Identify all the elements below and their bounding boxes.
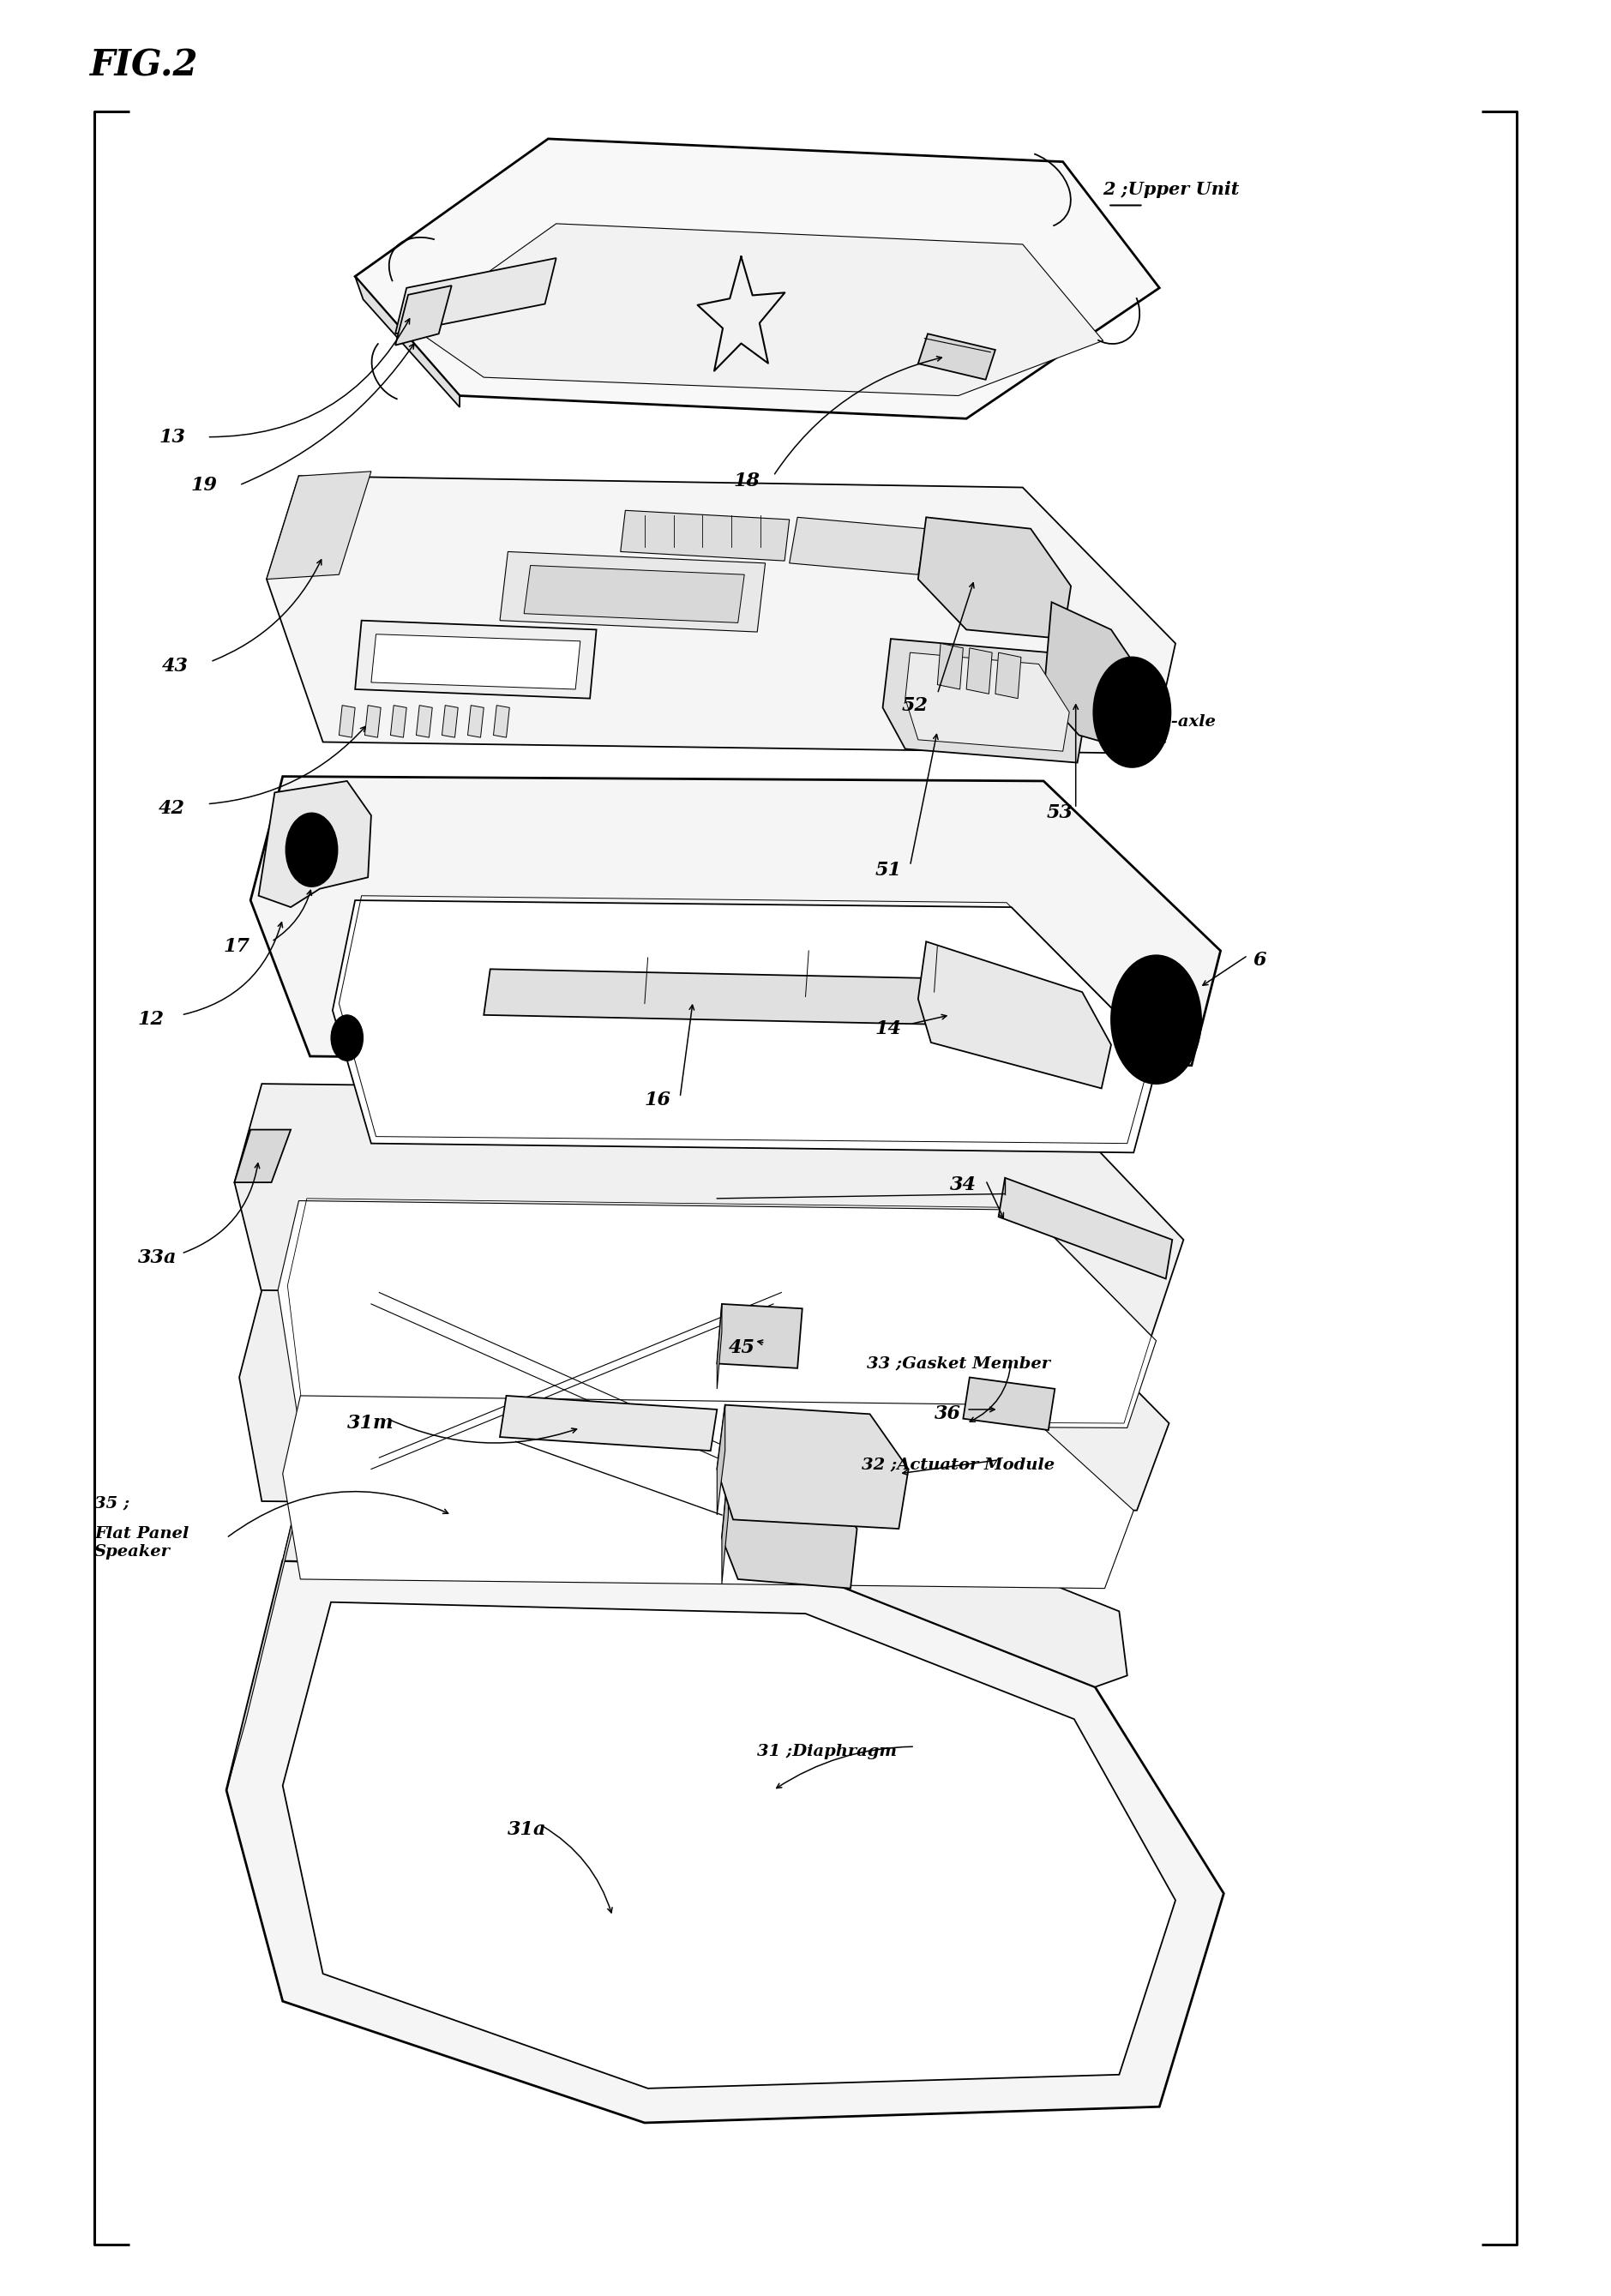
Polygon shape — [332, 900, 1160, 1153]
Circle shape — [285, 813, 337, 886]
Polygon shape — [717, 1304, 722, 1389]
Text: 31m: 31m — [346, 1414, 393, 1433]
Polygon shape — [996, 652, 1021, 698]
Polygon shape — [354, 138, 1160, 418]
Text: 33a: 33a — [139, 1249, 177, 1267]
Text: 13: 13 — [159, 427, 185, 445]
Polygon shape — [282, 1396, 1134, 1589]
Text: 32 ;Actuator Module: 32 ;Actuator Module — [862, 1456, 1055, 1472]
Polygon shape — [499, 1396, 717, 1451]
Text: Flat Panel
Speaker: Flat Panel Speaker — [95, 1527, 188, 1559]
Polygon shape — [918, 517, 1071, 638]
Text: 18: 18 — [733, 471, 760, 489]
Polygon shape — [938, 643, 963, 689]
Polygon shape — [235, 1130, 290, 1182]
Circle shape — [1094, 657, 1171, 767]
Text: 45: 45 — [728, 1339, 756, 1357]
Text: 12: 12 — [139, 1010, 164, 1029]
Polygon shape — [717, 1405, 725, 1515]
Polygon shape — [338, 705, 354, 737]
Text: 2 ;Upper Unit: 2 ;Upper Unit — [1104, 181, 1240, 197]
Text: 14: 14 — [875, 1019, 901, 1038]
Text: 19: 19 — [192, 475, 217, 494]
Polygon shape — [282, 1603, 1176, 2089]
Text: 33 ;Gasket Member: 33 ;Gasket Member — [867, 1357, 1050, 1371]
Polygon shape — [483, 969, 1044, 1026]
Polygon shape — [227, 1474, 303, 1791]
Text: 36: 36 — [934, 1405, 960, 1424]
Text: 4 ;Two-axle
Hinge: 4 ;Two-axle Hinge — [1112, 714, 1216, 746]
Text: 16: 16 — [644, 1091, 672, 1109]
Text: 42: 42 — [159, 799, 185, 817]
Text: FIG.2: FIG.2 — [90, 48, 198, 83]
Polygon shape — [395, 285, 451, 344]
Text: 51: 51 — [875, 861, 901, 879]
Polygon shape — [354, 276, 459, 406]
Circle shape — [1131, 983, 1182, 1056]
Polygon shape — [251, 776, 1221, 1065]
Polygon shape — [963, 1378, 1055, 1430]
Polygon shape — [259, 781, 371, 907]
Text: 31a: 31a — [507, 1821, 546, 1839]
Polygon shape — [918, 941, 1112, 1088]
Polygon shape — [235, 1084, 1184, 1336]
Text: 17: 17 — [224, 937, 250, 955]
Polygon shape — [905, 652, 1070, 751]
Polygon shape — [493, 705, 509, 737]
Circle shape — [298, 831, 324, 868]
Polygon shape — [722, 1469, 728, 1584]
Polygon shape — [395, 257, 556, 333]
Polygon shape — [441, 705, 458, 737]
Polygon shape — [240, 1290, 1170, 1511]
Polygon shape — [918, 333, 996, 379]
Polygon shape — [524, 565, 744, 622]
Polygon shape — [717, 1304, 802, 1368]
Polygon shape — [266, 471, 371, 579]
Polygon shape — [277, 1201, 1157, 1428]
Polygon shape — [371, 634, 580, 689]
Polygon shape — [416, 705, 432, 737]
Polygon shape — [967, 647, 992, 693]
Polygon shape — [467, 705, 483, 737]
Polygon shape — [364, 705, 380, 737]
Text: 43: 43 — [163, 657, 188, 675]
Polygon shape — [227, 1561, 1224, 2124]
Polygon shape — [620, 510, 789, 560]
Polygon shape — [789, 517, 926, 574]
Text: 6: 6 — [1253, 951, 1266, 969]
Polygon shape — [722, 1469, 857, 1589]
Text: 35 ;: 35 ; — [95, 1495, 130, 1511]
Text: 53: 53 — [1047, 804, 1073, 822]
Polygon shape — [282, 1474, 1128, 1688]
Polygon shape — [354, 620, 596, 698]
Text: 34: 34 — [950, 1176, 976, 1194]
Circle shape — [330, 1015, 362, 1061]
Text: 31 ;Diaphragm: 31 ;Diaphragm — [757, 1743, 897, 1759]
Polygon shape — [411, 223, 1104, 395]
Circle shape — [1112, 682, 1153, 742]
Polygon shape — [1044, 602, 1152, 753]
Polygon shape — [266, 475, 1176, 753]
Circle shape — [1144, 1001, 1170, 1038]
Text: 52: 52 — [902, 696, 928, 714]
Polygon shape — [883, 638, 1087, 762]
Polygon shape — [999, 1178, 1173, 1279]
Circle shape — [1112, 955, 1202, 1084]
Polygon shape — [717, 1405, 909, 1529]
Polygon shape — [499, 551, 765, 631]
Polygon shape — [390, 705, 406, 737]
